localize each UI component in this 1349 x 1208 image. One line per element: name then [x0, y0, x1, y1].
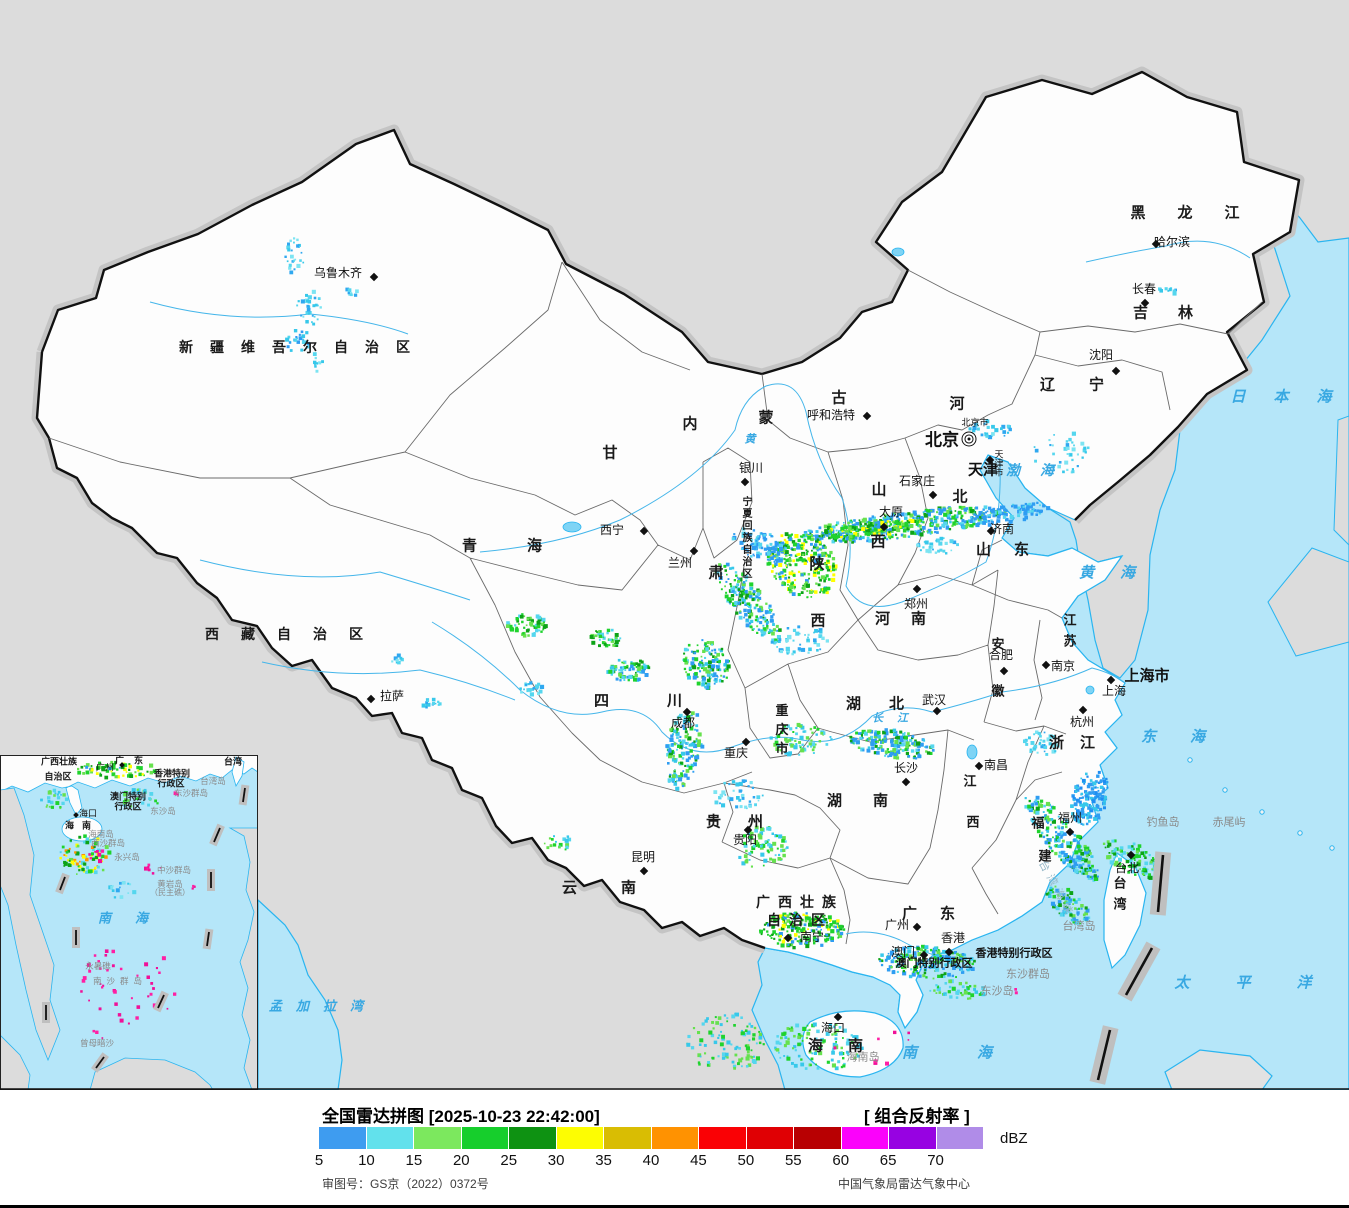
colorbar-tick-label: 35 [595, 1152, 612, 1169]
colorbar-unit: dBZ [1000, 1130, 1028, 1147]
colorbar-tick-label: 40 [642, 1152, 660, 1169]
colorbar-tick-label: 60 [832, 1152, 850, 1169]
hainan-island [802, 1010, 904, 1078]
china-radar-map: 黑龙江 吉林 辽宁内蒙古新疆维吾尔自治区 西藏自治区 青海甘肃宁夏回族自治区山西河北山东… [0, 0, 1349, 1091]
colorbar-tick-label: 45 [690, 1152, 707, 1169]
colorbar-tick-label: 65 [879, 1152, 897, 1169]
colorbar-tick-label: 70 [927, 1152, 944, 1169]
ryukyu-islands [1187, 757, 1335, 851]
colorbar-tick-label: 25 [500, 1152, 518, 1169]
legend-title: 全国雷达拼图 [2025-10-23 22:42:00] [322, 1107, 600, 1126]
inset-borneo [89, 1057, 213, 1089]
colorbar-tick-label: 5 [314, 1152, 324, 1169]
colorbar-segment [889, 1127, 936, 1149]
colorbar-tick-label: 20 [452, 1152, 470, 1169]
inset-philippines [228, 827, 257, 1089]
taiwan-island [1103, 852, 1147, 970]
inset-nine-dash-line [42, 784, 250, 1073]
colorbar-segment [746, 1127, 793, 1149]
inset-malay [1, 1035, 31, 1089]
colorbar-segment [319, 1127, 366, 1149]
japan-coast-sliver [1333, 415, 1349, 546]
colorbar-segment [936, 1127, 983, 1149]
colorbar-segment [699, 1127, 746, 1149]
province-boundaries [48, 261, 1263, 945]
nine-dash-line-segments [1089, 851, 1172, 1085]
legend-panel: 全国雷达拼图 [2025-10-23 22:42:00] [ 组合反射率 ] 5… [0, 1090, 1349, 1205]
map-canvas [0, 0, 1349, 1091]
inset-radar-echoes [40, 760, 196, 1039]
lakes [562, 247, 1095, 760]
colorbar-tick-label: 50 [737, 1152, 755, 1169]
colorbar-segment [556, 1127, 603, 1149]
colorbar-segment [509, 1127, 556, 1149]
inset-taiwan [231, 756, 245, 787]
japan-honshu [1267, 547, 1349, 657]
colorbar-segment [794, 1127, 841, 1149]
colorbar-tick-label: 55 [784, 1152, 802, 1169]
inset-hainan [61, 816, 103, 842]
colorbar-tick-label: 15 [405, 1152, 423, 1169]
map-approval-number: 审图号：GS京（2022）0372号 [322, 1177, 489, 1191]
colorbar-segment [651, 1127, 698, 1149]
colorbar-tick-label: 10 [358, 1152, 375, 1169]
colorbar-segment [604, 1127, 651, 1149]
reflectivity-colorbar [319, 1127, 983, 1149]
colorbar-segment [366, 1127, 413, 1149]
colorbar-segment [461, 1127, 508, 1149]
colorbar-segment [414, 1127, 461, 1149]
issuing-agency: 中国气象局雷达气象中心 [838, 1177, 971, 1191]
legend-product-type: [ 组合反射率 ] [864, 1107, 970, 1126]
inset-vietnam [1, 787, 61, 1062]
colorbar-segment [841, 1127, 888, 1149]
colorbar-tick-label: 30 [547, 1152, 565, 1169]
south-china-sea-inset [1, 756, 257, 1089]
